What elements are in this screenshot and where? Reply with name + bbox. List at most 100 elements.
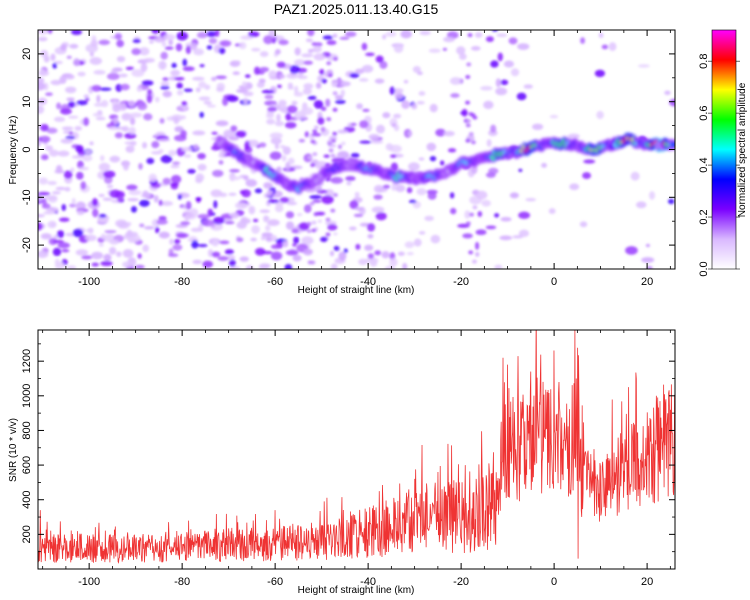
heatmap-cell	[284, 264, 293, 269]
heatmap-cell	[335, 99, 346, 105]
heatmap-cell	[298, 138, 306, 143]
heatmap-cell	[169, 238, 174, 245]
heatmap-cell	[313, 53, 326, 61]
heatmap-cell	[74, 126, 83, 131]
heatmap-cell	[261, 89, 275, 94]
heatmap-cell	[310, 260, 316, 265]
heatmap-cell	[275, 48, 281, 55]
heatmap-cell	[494, 213, 500, 218]
heatmap-cell	[270, 251, 283, 261]
heatmap-cell	[326, 61, 332, 66]
heatmap-cell	[430, 234, 441, 244]
heatmap-cell	[608, 42, 617, 52]
heatmap-cell	[549, 114, 559, 119]
heatmap-cell	[326, 69, 332, 74]
heatmap-cell	[465, 123, 471, 128]
heatmap-cell	[223, 129, 236, 139]
heatmap-cell	[45, 145, 54, 152]
heatmap-cell	[110, 69, 118, 74]
heatmap-cell	[153, 195, 159, 203]
heatmap-cell	[649, 191, 655, 200]
heatmap-cell	[173, 116, 180, 125]
heatmap-cell	[243, 91, 254, 97]
heatmap-cell	[291, 100, 298, 106]
heatmap-cell	[358, 258, 368, 266]
heatmap-cell	[63, 130, 70, 135]
heatmap-cell	[38, 30, 50, 35]
heatmap-cell	[392, 88, 404, 94]
snr-y-tick-label: 1200	[21, 349, 33, 373]
heatmap-cell	[303, 83, 314, 90]
snr-x-tick-label: -20	[453, 576, 469, 588]
heatmap-cell	[279, 145, 286, 149]
heatmap-cell	[158, 149, 164, 153]
heatmap-cell	[465, 221, 471, 226]
heatmap-cell	[311, 220, 317, 225]
heatmap-cell	[112, 104, 121, 113]
heatmap-cell	[61, 203, 67, 212]
snr-y-tick-label: 1000	[21, 384, 33, 408]
heatmap-cell	[84, 234, 97, 242]
heatmap-cell	[276, 84, 282, 89]
heatmap-cell	[406, 187, 413, 194]
heatmap-cell	[40, 233, 52, 240]
heatmap-cell	[465, 138, 471, 143]
heatmap-cell	[315, 82, 322, 89]
heatmap-cell	[470, 140, 476, 145]
heatmap-cell	[270, 244, 281, 250]
heatmap-cell	[75, 145, 84, 153]
heatmap-cell	[518, 168, 523, 172]
heatmap-cell	[464, 210, 471, 219]
heatmap-cell	[71, 197, 76, 205]
heatmap-cell	[285, 249, 299, 256]
heatmap-cell	[354, 68, 365, 75]
heatmap-cell	[185, 45, 192, 55]
heatmap-cell	[288, 157, 295, 165]
heatmap-cell	[468, 250, 474, 255]
heatmap-cell	[64, 74, 75, 80]
heatmap-cell	[116, 55, 126, 63]
heatmap-cell	[75, 201, 86, 211]
heatmap-cell	[669, 98, 675, 107]
heatmap-cell	[215, 120, 229, 127]
heatmap-cell	[462, 233, 473, 239]
heatmap-cell	[106, 184, 114, 189]
spectrogram-x-ticks: -100 -80 -60 -40 -20 0 20	[42, 30, 671, 288]
heatmap-cell	[450, 93, 460, 98]
heatmap-cell	[38, 213, 45, 218]
heatmap-cell	[235, 201, 248, 210]
heatmap-cell	[195, 87, 201, 93]
heatmap-cell	[38, 191, 51, 196]
heatmap-cell	[440, 160, 445, 166]
spectrogram-x-tick-label: -60	[267, 276, 283, 288]
heatmap-cell	[579, 221, 588, 228]
heatmap-cell	[219, 240, 230, 245]
heatmap-cell	[373, 184, 385, 193]
heatmap-cell	[598, 32, 604, 39]
heatmap-cell	[176, 31, 189, 41]
heatmap-cell	[206, 45, 213, 50]
heatmap-cell	[333, 232, 338, 236]
heatmap-cell	[332, 56, 338, 61]
heatmap-cell	[127, 100, 136, 107]
heatmap-cell	[136, 86, 143, 92]
heatmap-cell	[240, 35, 254, 40]
heatmap-cell	[183, 88, 193, 92]
heatmap-cell	[293, 59, 306, 66]
heatmap-cell	[159, 60, 166, 70]
heatmap-cell	[91, 251, 104, 260]
heatmap-cell	[170, 174, 182, 184]
heatmap-cell	[137, 102, 148, 111]
heatmap-cell	[158, 231, 170, 239]
heatmap-cell	[417, 71, 423, 76]
heatmap-cell	[91, 84, 102, 92]
heatmap-cell	[418, 231, 426, 235]
heatmap-cell	[40, 154, 49, 161]
heatmap-cell	[468, 131, 474, 136]
heatmap-cell	[466, 62, 472, 67]
heatmap-cell	[332, 107, 338, 112]
heatmap-cell	[395, 184, 406, 193]
heatmap-cell	[276, 61, 286, 68]
heatmap-cell	[267, 106, 278, 112]
heatmap-cell	[57, 150, 70, 157]
